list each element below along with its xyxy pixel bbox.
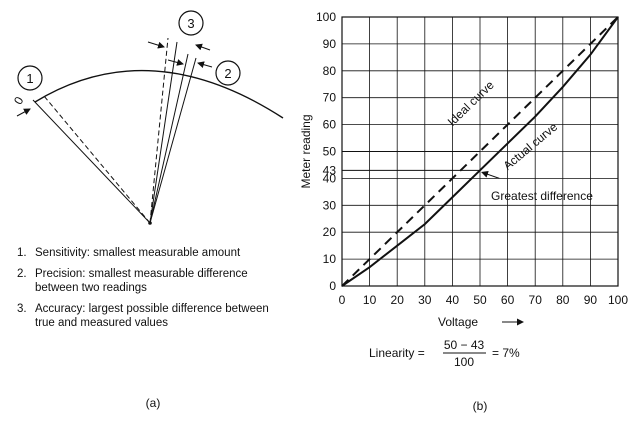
meter-needles	[32, 37, 197, 224]
svg-text:Linearity =: Linearity =	[369, 346, 425, 360]
sensitivity-arrow	[16, 108, 31, 117]
callout-3: 3	[178, 10, 204, 36]
svg-text:100: 100	[454, 355, 474, 369]
y-tick-label: 10	[323, 252, 337, 266]
x-tick-label: 10	[363, 293, 377, 307]
definition-number: 3.	[17, 302, 27, 315]
x-axis-label: Voltage	[438, 315, 478, 329]
y-tick-label: 43	[323, 163, 337, 177]
callout-2: 2	[215, 60, 241, 86]
caption-a: (a)	[146, 396, 161, 410]
definition-precision: 2. Precision: smallest measurable differ…	[17, 267, 287, 296]
precision-arrow-right	[197, 61, 213, 69]
svg-text:1: 1	[26, 71, 33, 86]
x-tick-label: 20	[391, 293, 405, 307]
svg-text:= 7%: = 7%	[492, 346, 520, 360]
accuracy-arrow-left	[147, 41, 165, 49]
svg-text:2: 2	[224, 66, 231, 81]
callout-1: 1	[17, 65, 43, 91]
y-tick-label: 100	[316, 10, 336, 24]
definition-number: 1.	[17, 247, 27, 259]
y-tick-label: 20	[323, 225, 337, 239]
x-tick-label: 60	[501, 293, 515, 307]
y-tick-label: 50	[323, 145, 337, 159]
x-tick-label: 30	[418, 293, 432, 307]
accuracy-arrow-right	[195, 43, 211, 51]
definition-sensitivity: 1. Sensitivity: smallest measurable amou…	[17, 246, 287, 261]
definition-text: Precision: smallest measurable differenc…	[35, 267, 248, 295]
svg-text:3: 3	[187, 16, 194, 31]
x-tick-labels: 0 10 20 30 40 50 60 70 80 90 100	[339, 293, 629, 307]
definition-text: Accuracy: largest possible difference be…	[35, 302, 269, 330]
reference-lines	[342, 151, 480, 171]
definitions-list: 1. Sensitivity: smallest measurable amou…	[17, 246, 287, 337]
series-ideal-curve	[341, 16, 619, 287]
y-tick-label: 70	[323, 91, 337, 105]
x-tick-label: 50	[473, 293, 487, 307]
y-tick-label: 80	[323, 64, 337, 78]
chart-series	[341, 16, 619, 287]
y-tick-label: 40	[323, 171, 337, 185]
svg-text:50 − 43: 50 − 43	[444, 338, 485, 352]
greatest-difference-arrow	[481, 171, 500, 179]
x-tick-label: 0	[339, 293, 346, 307]
needle-pivot	[148, 221, 152, 225]
x-tick-label: 80	[556, 293, 570, 307]
definition-number: 2.	[17, 267, 27, 280]
greatest-difference-label: Greatest difference	[491, 189, 593, 203]
y-tick-label: 60	[323, 118, 337, 132]
x-tick-label: 70	[529, 293, 543, 307]
meter-diagram: 0 1 2 3	[11, 10, 284, 225]
x-tick-label: 40	[446, 293, 460, 307]
x-tick-label: 90	[584, 293, 598, 307]
caption-b: (b)	[473, 399, 488, 413]
y-tick-label: 90	[323, 37, 337, 51]
x-tick-label: 100	[608, 293, 628, 307]
series-actual-curve	[341, 16, 619, 287]
linearity-chart: 0 10 20 30 40 50 60 70 80 90 100 01020304043506070…	[299, 10, 628, 329]
linearity-formula: Linearity = 50 − 43 100 = 7%	[369, 338, 520, 369]
zero-label: 0	[11, 94, 27, 107]
meter-scale-arc	[34, 69, 284, 119]
definition-text: Sensitivity: smallest measurable amount	[35, 247, 241, 259]
definition-accuracy: 3. Accuracy: largest possible difference…	[17, 302, 287, 331]
actual-curve-label: Actual curve	[501, 120, 561, 173]
y-tick-label: 0	[329, 279, 336, 293]
y-axis-label: Meter reading	[299, 114, 313, 188]
y-tick-label: 30	[323, 198, 337, 212]
precision-arrow-left	[167, 59, 184, 66]
